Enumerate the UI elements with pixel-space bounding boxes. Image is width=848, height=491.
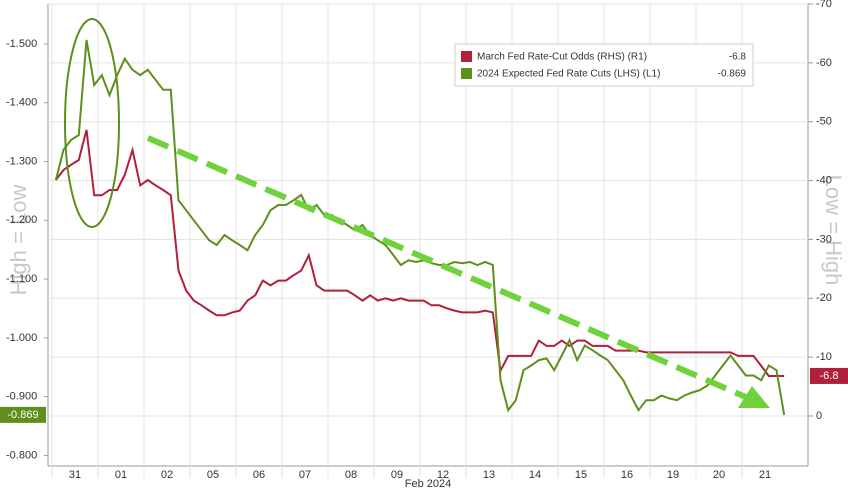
- x-tick-label: 02: [161, 469, 173, 481]
- y-tick-label: -1.300: [6, 155, 37, 167]
- legend-label: March Fed Rate-Cut Odds (RHS) (R1): [477, 52, 647, 63]
- y2-tick-label: -10: [816, 351, 832, 363]
- legend: March Fed Rate-Cut Odds (RHS) (R1) -6.8 20…: [454, 43, 754, 87]
- y-tick-label: -1.500: [6, 38, 37, 50]
- current-value-label: -6.8: [820, 370, 839, 382]
- series-line: [55, 129, 785, 377]
- y2-tick-label: 0: [816, 410, 822, 422]
- y-tick-label: -1.100: [6, 273, 37, 285]
- x-tick-label: 08: [345, 469, 357, 481]
- trend-arrowhead: [738, 386, 770, 408]
- y-tick-label: -1.400: [6, 97, 37, 109]
- legend-swatch: [461, 68, 472, 79]
- x-tick-label: 20: [713, 469, 725, 481]
- x-tick-label: 15: [575, 469, 587, 481]
- y-tick-label: -0.800: [6, 449, 37, 461]
- x-tick-label: 16: [621, 469, 633, 481]
- legend-label: 2024 Expected Fed Rate Cuts (LHS) (L1): [477, 69, 660, 80]
- y2-tick-label: -20: [816, 292, 832, 304]
- legend-box: [454, 43, 754, 87]
- x-tick-label: 21: [759, 469, 771, 481]
- legend-value: -6.8: [729, 52, 747, 63]
- x-tick-label: 14: [529, 469, 541, 481]
- current-value-tag: [810, 367, 848, 384]
- y-tick-label: -1.000: [6, 332, 37, 344]
- series-line: [54, 39, 786, 416]
- y2-tick-label: -40: [816, 174, 832, 186]
- x-tick-label: 07: [299, 469, 311, 481]
- x-tick-label: 01: [115, 469, 127, 481]
- x-tick-label: 19: [667, 469, 679, 481]
- legend-swatch: [461, 51, 472, 62]
- current-value-label: -0.869: [7, 409, 38, 421]
- x-tick-label: 06: [253, 469, 265, 481]
- x-tick-label: 09: [391, 469, 403, 481]
- x-tick-label: 12: [437, 469, 449, 481]
- legend-value: -0.869: [718, 69, 747, 80]
- current-value-tag: [0, 406, 46, 423]
- y-tick-label: -0.900: [6, 391, 37, 403]
- y-tick-label: -1.200: [6, 214, 37, 226]
- x-axis-label: Feb 2024: [405, 478, 451, 490]
- right-annotation: Low = High: [821, 175, 846, 286]
- highlight-ellipse: [64, 18, 120, 228]
- y2-tick-label: -30: [816, 233, 832, 245]
- left-annotation: High = Low: [6, 185, 31, 296]
- x-tick-label: 31: [69, 469, 81, 481]
- y2-tick-label: -60: [816, 57, 832, 69]
- x-tick-label: 13: [483, 469, 495, 481]
- y2-tick-label: -70: [816, 0, 832, 10]
- x-tick-label: 05: [207, 469, 219, 481]
- y2-tick-label: -50: [816, 116, 832, 128]
- trend-arrow: [146, 135, 750, 401]
